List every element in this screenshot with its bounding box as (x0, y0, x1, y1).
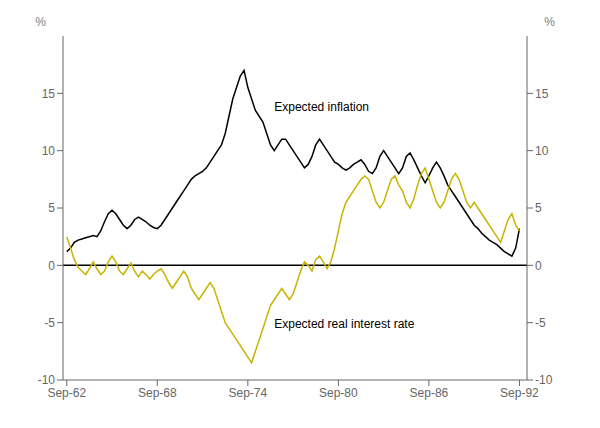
svg-text:0: 0 (535, 259, 542, 273)
svg-text:5: 5 (535, 201, 542, 215)
svg-text:Sep-80: Sep-80 (319, 386, 358, 400)
svg-text:Sep-92: Sep-92 (500, 386, 539, 400)
svg-text:Expected inflation: Expected inflation (274, 100, 369, 114)
svg-text:Expected real interest rate: Expected real interest rate (274, 317, 414, 331)
svg-text:Sep-62: Sep-62 (47, 386, 86, 400)
svg-text:15: 15 (535, 87, 549, 101)
svg-text:0: 0 (48, 259, 55, 273)
svg-text:10: 10 (42, 144, 56, 158)
svg-text:-10: -10 (38, 373, 56, 387)
svg-text:-5: -5 (44, 316, 55, 330)
svg-text:5: 5 (48, 201, 55, 215)
svg-text:-5: -5 (535, 316, 546, 330)
svg-text:-10: -10 (535, 373, 553, 387)
svg-text:Sep-68: Sep-68 (138, 386, 177, 400)
svg-text:Sep-74: Sep-74 (228, 386, 267, 400)
svg-text:%: % (35, 15, 46, 29)
svg-text:10: 10 (535, 144, 549, 158)
svg-text:%: % (544, 15, 555, 29)
svg-text:15: 15 (42, 87, 56, 101)
svg-text:Sep-86: Sep-86 (410, 386, 449, 400)
